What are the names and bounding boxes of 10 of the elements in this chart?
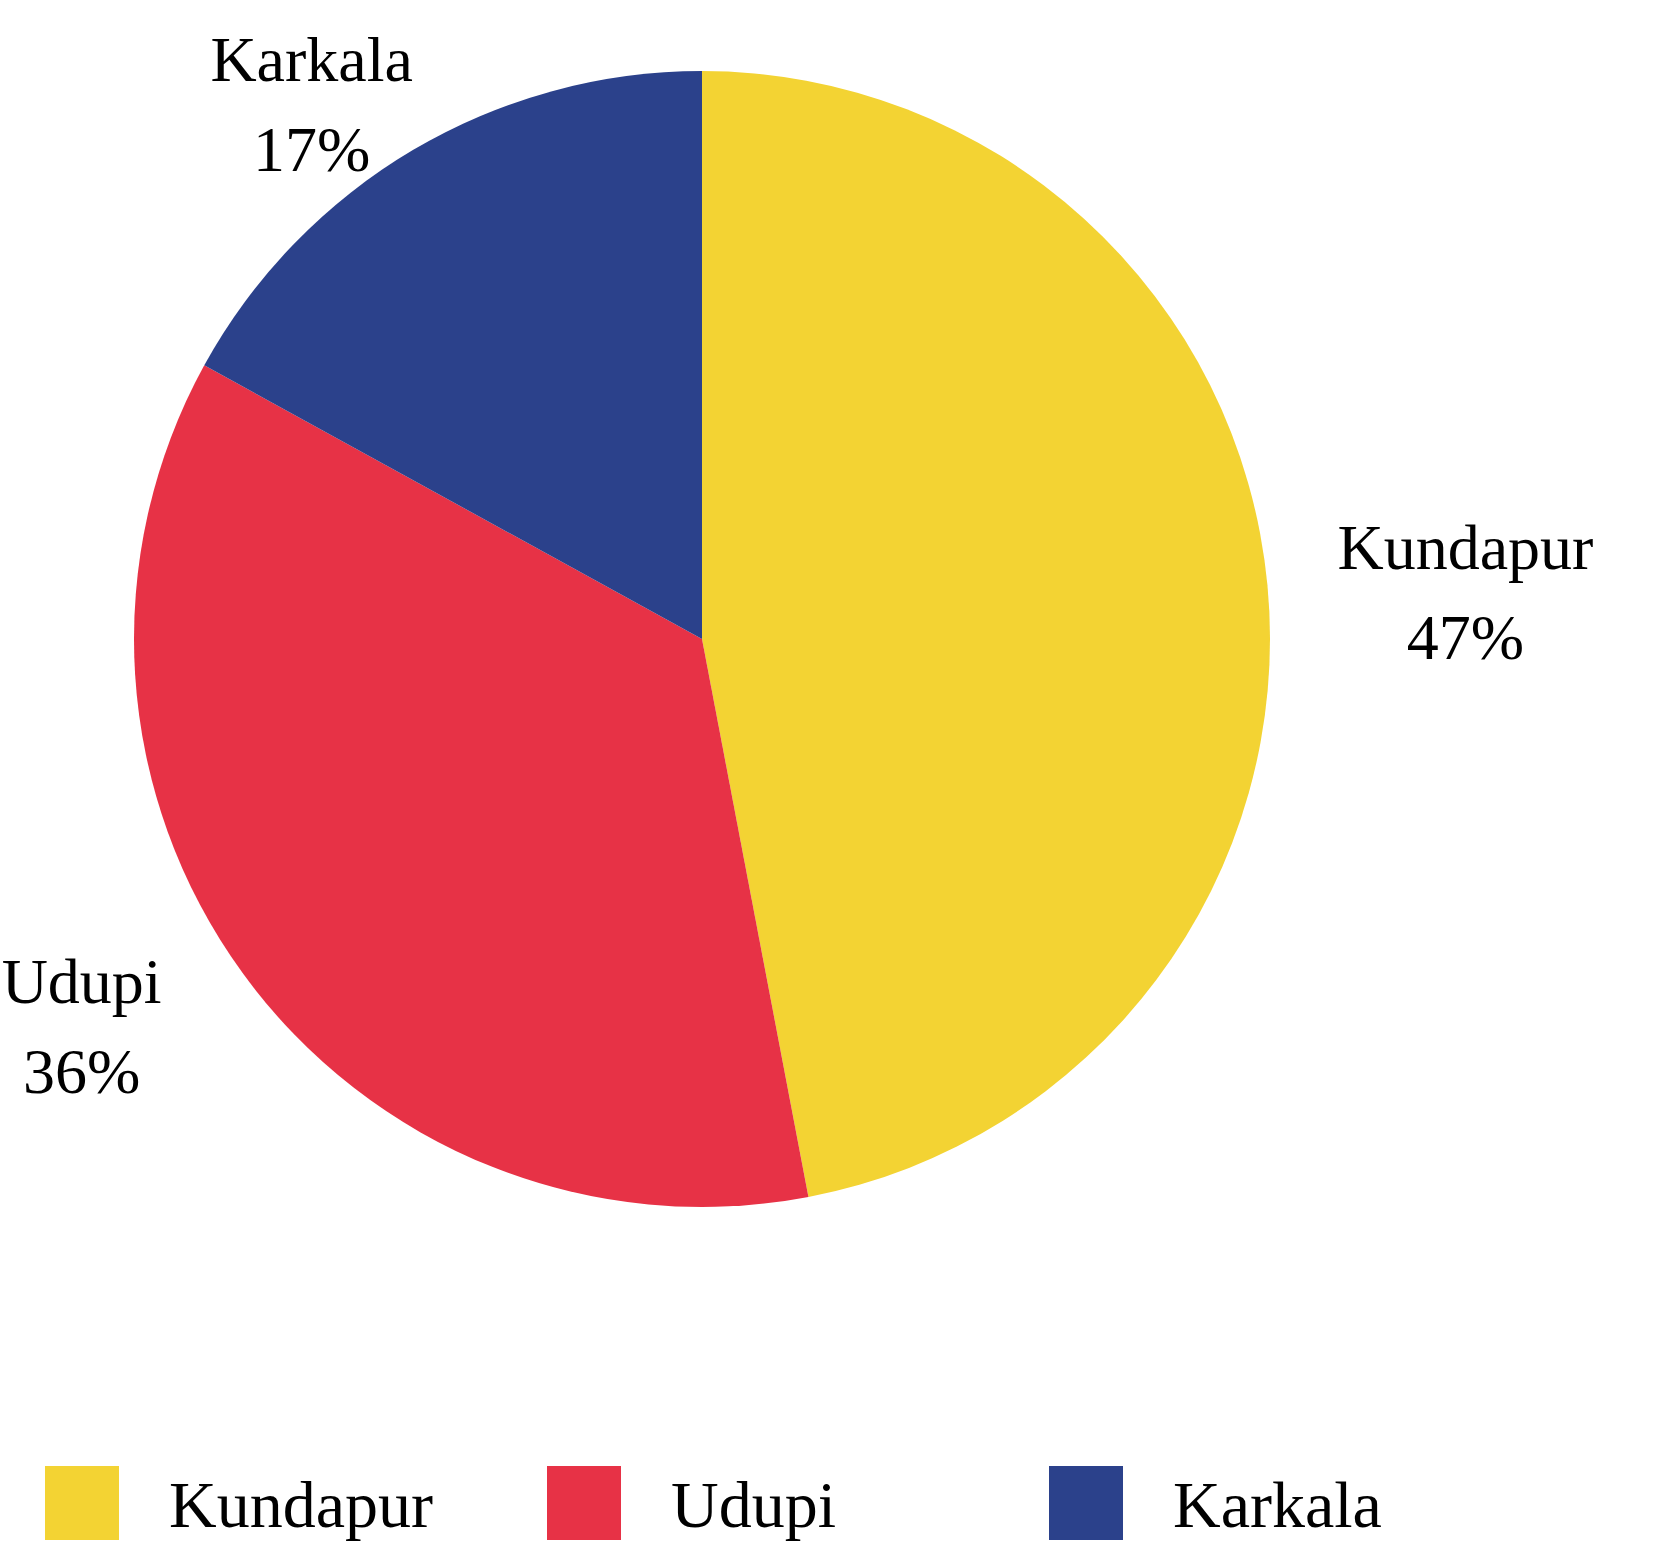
slice-label: Karkala: [210, 24, 413, 96]
legend-label: Kundapur: [169, 1468, 433, 1541]
data-label: 47%: [1406, 602, 1525, 674]
slice-label: Udupi: [1, 945, 162, 1017]
data-label: 17%: [253, 114, 371, 186]
legend-label: Karkala: [1173, 1468, 1382, 1541]
legend-label: Udupi: [671, 1468, 836, 1541]
slice-label: Kundapur: [1337, 512, 1594, 584]
pie-slice: [702, 71, 1270, 1197]
data-label: 36%: [22, 1035, 141, 1107]
